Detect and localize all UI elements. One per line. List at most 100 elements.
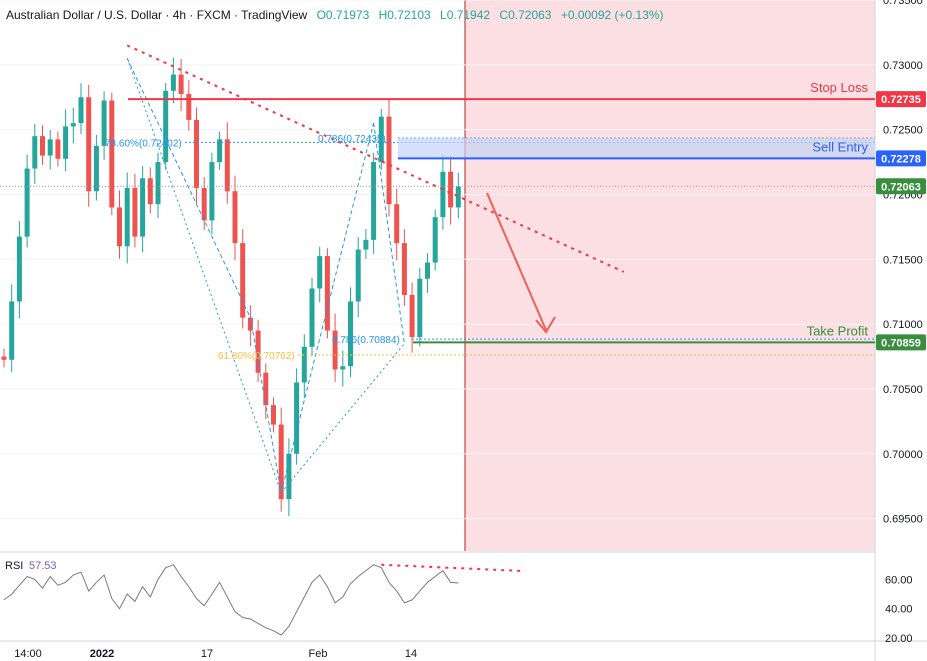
candle-body bbox=[448, 171, 454, 208]
candle-body bbox=[440, 171, 446, 218]
candle-body bbox=[163, 90, 169, 163]
candle-body bbox=[355, 249, 361, 302]
harmonic-leg bbox=[249, 317, 282, 493]
candle-body bbox=[271, 405, 276, 425]
level-label: Sell Entry bbox=[812, 139, 868, 154]
candle-body bbox=[217, 139, 223, 163]
ohlc-open: O0.71973 bbox=[316, 8, 370, 22]
time-tick-label: Feb bbox=[309, 648, 328, 660]
candle-body bbox=[348, 301, 353, 367]
rsi-name-label: RSI bbox=[5, 560, 23, 572]
candle-body bbox=[186, 93, 192, 120]
rsi-tick-label: 20.00 bbox=[885, 633, 913, 645]
candle-body bbox=[117, 207, 122, 247]
time-tick-label: 17 bbox=[201, 648, 213, 660]
candle-body bbox=[109, 100, 115, 208]
candle-body bbox=[317, 256, 323, 289]
fib-label: 61.80%(0.70762) bbox=[218, 351, 295, 362]
candle-body bbox=[155, 162, 161, 205]
candle-body bbox=[425, 262, 430, 279]
candle-body bbox=[417, 278, 423, 338]
price-tag-label: 0.72735 bbox=[881, 94, 921, 106]
harmonic-diagonal bbox=[280, 343, 405, 493]
candle-body bbox=[409, 294, 415, 338]
price-tag-label: 0.72063 bbox=[881, 181, 921, 193]
candle-body bbox=[286, 453, 292, 500]
harmonic-leg bbox=[373, 123, 405, 344]
candle-body bbox=[194, 119, 199, 188]
candle-body bbox=[201, 187, 207, 221]
price-tag-label: 0.70859 bbox=[881, 337, 921, 349]
harmonic-diagonal bbox=[126, 58, 282, 493]
fib-label: 78.60%(0.72402) bbox=[105, 138, 182, 149]
harmonic-leg bbox=[126, 58, 251, 318]
time-tick-label: 14:00 bbox=[14, 648, 42, 660]
candle-body bbox=[340, 366, 346, 370]
candle-body bbox=[224, 139, 230, 192]
price-tag-bg bbox=[876, 334, 926, 351]
price-tick-label: 0.70500 bbox=[883, 384, 923, 396]
harmonic-leg bbox=[280, 123, 375, 493]
level-label: Take Profit bbox=[807, 323, 869, 338]
candle-body bbox=[78, 97, 84, 124]
trade-zone-shading bbox=[465, 0, 875, 551]
price-tick-label: 0.73000 bbox=[883, 60, 923, 72]
candle-body bbox=[278, 424, 284, 500]
candle-body bbox=[170, 74, 176, 91]
projection-arrow-shaft bbox=[486, 192, 547, 331]
candle-body bbox=[55, 139, 61, 159]
price-tick-label: 0.73500 bbox=[883, 0, 923, 7]
rsi-line bbox=[3, 564, 459, 636]
candle-body bbox=[455, 186, 461, 208]
candle-body bbox=[386, 116, 392, 205]
candle-body bbox=[301, 346, 307, 383]
rsi-tick-label: 60.00 bbox=[885, 574, 913, 586]
candle-body bbox=[240, 243, 246, 318]
time-tick-label: 2022 bbox=[90, 648, 114, 660]
candle-body bbox=[332, 330, 338, 370]
level-label: Stop Loss bbox=[810, 80, 868, 95]
candle-body bbox=[93, 145, 99, 192]
candle-body bbox=[371, 162, 377, 240]
candle-body bbox=[255, 330, 261, 373]
fib-label: 0.786(0.72435) bbox=[318, 134, 386, 145]
chart-header: Australian Dollar / U.S. Dollar · 4h · F… bbox=[6, 8, 664, 22]
candle-body bbox=[70, 123, 76, 127]
candle-body bbox=[294, 382, 300, 454]
candle-body bbox=[401, 243, 407, 295]
price-tag-bg bbox=[876, 91, 926, 108]
price-tag-label: 0.72278 bbox=[881, 153, 921, 165]
candle-body bbox=[47, 139, 53, 156]
candle-body bbox=[86, 97, 92, 192]
ohlc-high: H0.72103 bbox=[378, 8, 431, 22]
candle-body bbox=[394, 204, 400, 244]
candle-body bbox=[209, 162, 215, 221]
candle-body bbox=[263, 372, 269, 406]
candle-body bbox=[9, 301, 15, 360]
ohlc-low: L0.71942 bbox=[440, 8, 491, 22]
candle-body bbox=[124, 187, 130, 247]
candle-body bbox=[324, 256, 330, 331]
candle-body bbox=[232, 191, 238, 244]
rsi-tick-label: 40.00 bbox=[885, 604, 913, 616]
rsi-value-label: 57.53 bbox=[29, 560, 57, 572]
candle-body bbox=[40, 136, 45, 156]
ohlc-change: +0.00092 (+0.13%) bbox=[560, 8, 664, 22]
price-tick-label: 0.72500 bbox=[883, 125, 923, 137]
candle-body bbox=[363, 239, 369, 250]
candle-body bbox=[140, 178, 146, 237]
price-tick-label: 0.71000 bbox=[883, 319, 923, 331]
price-tag-bg bbox=[876, 150, 926, 167]
projection-arrow-head bbox=[535, 316, 556, 334]
time-tick-label: 14 bbox=[405, 648, 417, 660]
candle-body bbox=[178, 74, 184, 94]
price-tick-label: 0.71500 bbox=[883, 254, 923, 266]
price-tick-label: 0.70000 bbox=[883, 449, 923, 461]
candle-body bbox=[63, 126, 69, 159]
price-tag-bg bbox=[876, 178, 926, 195]
ohlc-close: C0.72063 bbox=[499, 8, 552, 22]
chart-title: Australian Dollar / U.S. Dollar · 4h · F… bbox=[6, 8, 308, 22]
candle-body bbox=[247, 317, 253, 331]
candle-body bbox=[147, 178, 153, 205]
